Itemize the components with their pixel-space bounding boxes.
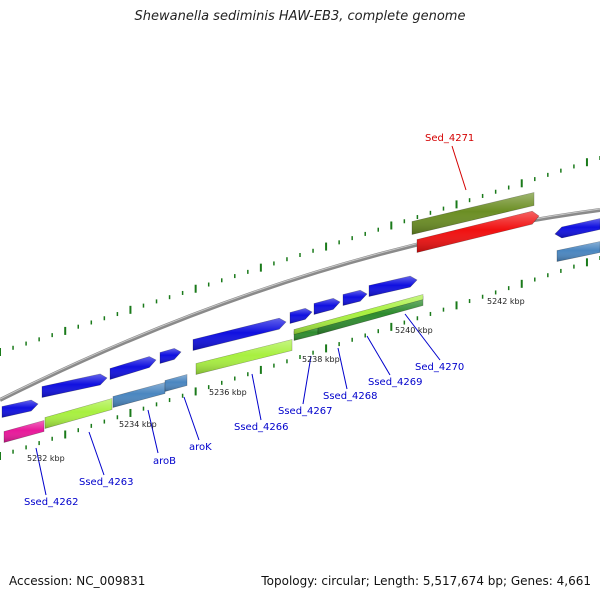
gene-label-sed-4262[interactable]: Ssed_4262 <box>24 497 79 508</box>
scale-labels: 5232 kbp 5234 kbp 5236 kbp 5238 kbp 5240… <box>27 297 525 463</box>
gene-4268-outer-shade <box>314 298 340 315</box>
callout-4268 <box>337 347 348 390</box>
map-title: Shewanella sediminis HAW-EB3, complete g… <box>134 9 466 24</box>
gene-4269-inner-shade <box>294 294 423 335</box>
gene-label-sed-4268[interactable]: Ssed_4268 <box>323 391 378 402</box>
gene-label-sed-4266[interactable]: Ssed_4266 <box>234 422 289 433</box>
tick-marks <box>0 156 600 460</box>
gene-4263-inner-shade <box>45 398 112 429</box>
gene-label-sed-4267[interactable]: Ssed_4267 <box>278 406 333 417</box>
callout-4266 <box>251 373 262 421</box>
gene-label-sed-4270[interactable]: Sed_4270 <box>415 362 464 373</box>
callout-arob <box>147 409 159 454</box>
gene-4263-outer-shade <box>42 373 107 398</box>
callout-4269 <box>366 335 391 376</box>
gene-4266-inner-shade <box>196 339 292 375</box>
scale-label: 5236 kbp <box>209 388 247 397</box>
gene-arok-outer-shade <box>160 348 181 364</box>
gene-arob-outer-shade <box>110 356 156 380</box>
callout-4271 <box>451 145 467 191</box>
gene-4262-inner-shade <box>4 420 44 443</box>
gene-4262-outer-shade <box>2 400 38 418</box>
callout-4262 <box>35 447 47 496</box>
scale-label: 5242 kbp <box>487 297 525 306</box>
gene-right-inner-shade <box>557 241 600 262</box>
gene-label-arob[interactable]: aroB <box>153 456 176 467</box>
gene-4270-outer-shade <box>369 276 417 297</box>
gene-label-sed-4269[interactable]: Ssed_4269 <box>368 377 423 388</box>
gene-features <box>1 192 600 443</box>
gene-arok-inner-shade <box>165 374 187 392</box>
gene-4269-outer-shade <box>343 290 367 306</box>
gene-4271-olive-shade <box>412 192 534 235</box>
label-callouts <box>35 145 467 496</box>
gene-arob-inner-shade <box>113 382 165 408</box>
gene-label-sed-4263[interactable]: Ssed_4263 <box>79 477 134 488</box>
gene-label-arok[interactable]: aroK <box>189 442 212 453</box>
accession-text: Accession: NC_009831 <box>9 574 146 588</box>
callout-4263 <box>88 431 105 476</box>
gene-labels: Ssed_4262 Ssed_4263 aroB aroK Ssed_4266 … <box>24 133 474 508</box>
gene-right-outer-shade <box>555 218 600 238</box>
gene-label-sed-4271[interactable]: Sed_4271 <box>425 133 474 144</box>
scale-label: 5238 kbp <box>302 355 340 364</box>
gene-4266-outer-shade <box>193 318 286 351</box>
scale-label: 5232 kbp <box>27 454 65 463</box>
callout-4267 <box>302 355 312 405</box>
scale-label: 5240 kbp <box>395 326 433 335</box>
callout-arok <box>183 396 200 441</box>
gene-4271-red-shade <box>417 211 539 253</box>
callout-4270 <box>404 313 441 361</box>
gene-4267-outer-shade <box>290 308 312 324</box>
scale-label: 5234 kbp <box>119 420 157 429</box>
genome-summary-text: Topology: circular; Length: 5,517,674 bp… <box>261 574 591 588</box>
